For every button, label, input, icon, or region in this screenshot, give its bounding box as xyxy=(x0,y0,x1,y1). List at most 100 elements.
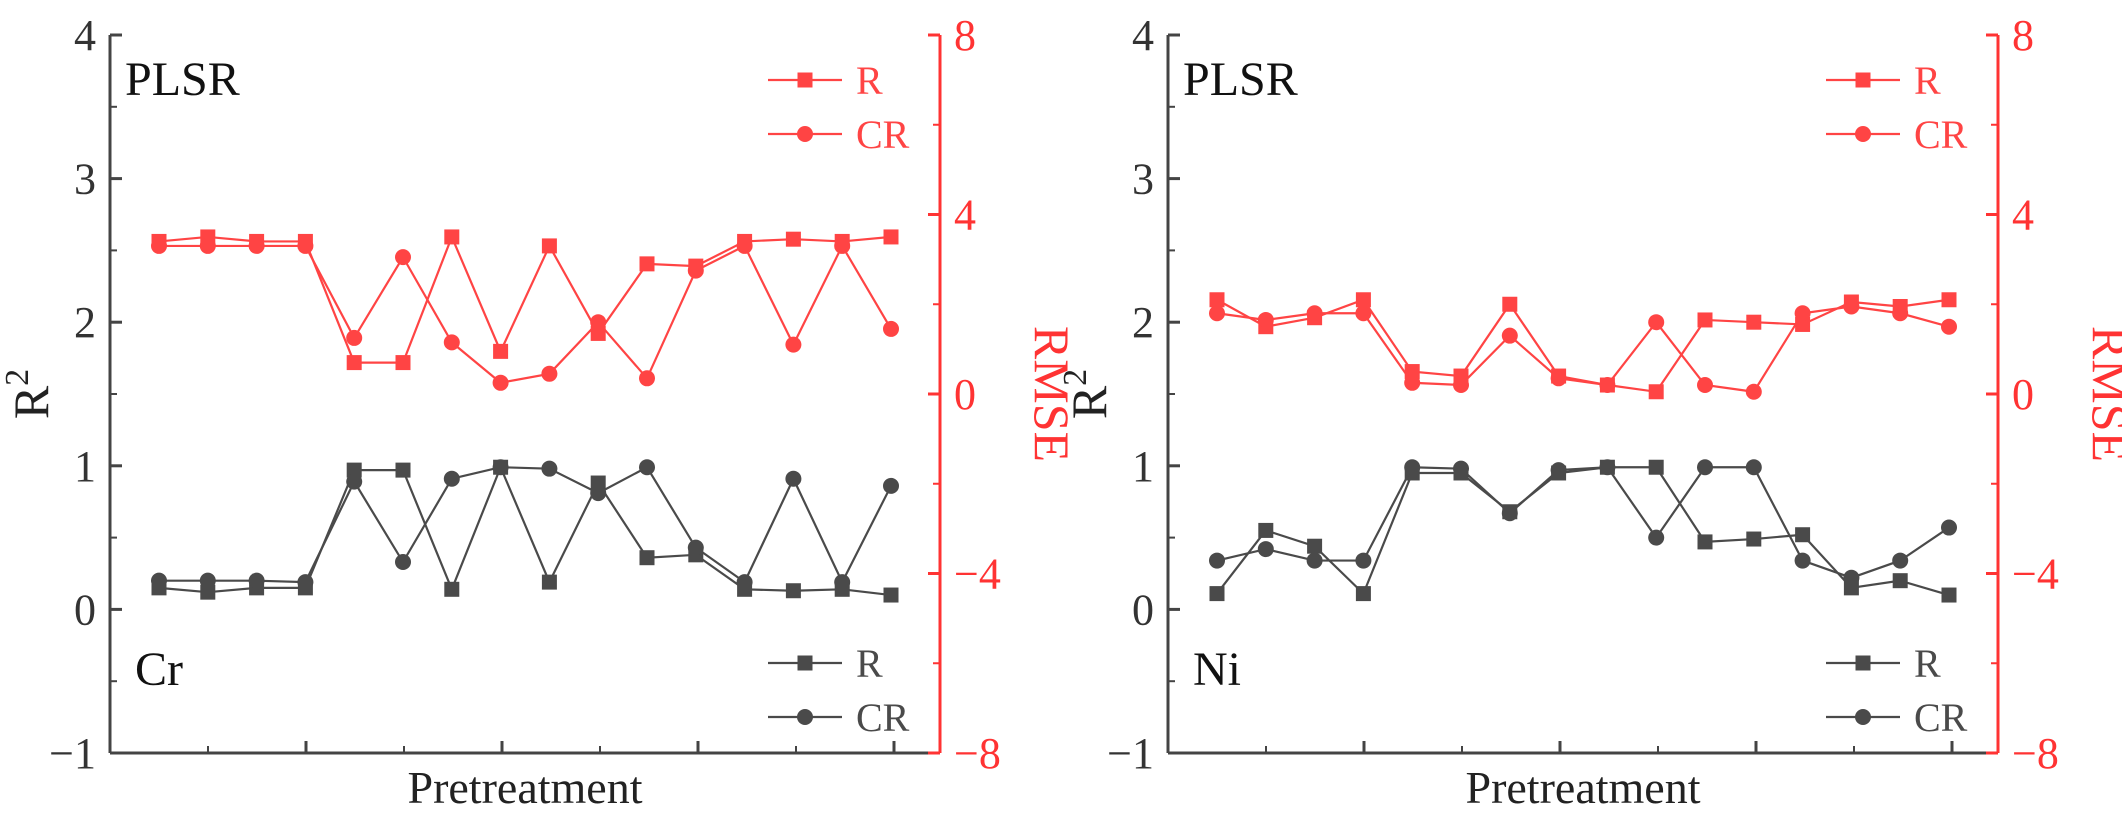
data-point xyxy=(1843,569,1860,586)
data-point xyxy=(1258,522,1274,538)
y-tick-label-left: 4 xyxy=(1132,11,1154,60)
series-cr-black xyxy=(1209,459,1957,586)
panel-title: PLSR xyxy=(1183,53,1298,106)
legend-label: R xyxy=(856,641,883,686)
series-line xyxy=(159,243,892,384)
data-point xyxy=(1502,296,1518,312)
data-point xyxy=(492,374,509,391)
series-line xyxy=(1216,466,1950,579)
y-tick-label-left: 0 xyxy=(74,585,96,634)
data-point xyxy=(1941,292,1957,308)
data-point xyxy=(1648,314,1665,331)
legend-label: CR xyxy=(856,112,910,157)
series-cr-black xyxy=(151,459,899,591)
legend-label: CR xyxy=(856,695,910,740)
data-point xyxy=(1697,377,1713,394)
series-cr-red xyxy=(151,237,899,391)
data-point xyxy=(541,365,558,382)
data-point xyxy=(687,262,704,279)
data-point xyxy=(346,462,362,478)
y-tick-label-left: 3 xyxy=(1132,155,1154,204)
series-r-red xyxy=(151,229,899,371)
data-point xyxy=(1209,552,1225,569)
y-axis-title-left: R2 xyxy=(0,369,59,419)
data-point xyxy=(1404,374,1421,391)
data-point xyxy=(1794,552,1811,569)
series-line xyxy=(159,465,892,585)
legend-label: R xyxy=(1914,641,1941,686)
legend-marker xyxy=(1855,126,1871,142)
y-tick-label-right: −8 xyxy=(2012,729,2059,778)
legend-marker xyxy=(1855,655,1871,671)
data-point xyxy=(1843,298,1860,315)
y-tick-label-right: 0 xyxy=(2012,370,2034,419)
y-tick-label-right: −4 xyxy=(954,550,1001,599)
data-point xyxy=(687,539,704,556)
y-tick-label-left: 3 xyxy=(74,155,96,204)
data-point xyxy=(1599,377,1616,394)
data-point xyxy=(1794,305,1811,322)
data-point xyxy=(346,355,362,371)
series-line xyxy=(1216,305,1950,393)
data-point xyxy=(248,237,265,254)
data-point xyxy=(1257,541,1274,558)
y-tick-label-right: 8 xyxy=(2012,11,2034,60)
data-point xyxy=(1209,305,1225,322)
data-point xyxy=(151,572,167,589)
data-point xyxy=(883,587,899,603)
data-point xyxy=(590,485,607,502)
data-point xyxy=(297,237,314,254)
series-line xyxy=(1216,298,1950,393)
data-point xyxy=(1355,552,1372,569)
data-point xyxy=(1355,305,1372,322)
data-point xyxy=(1745,459,1762,476)
data-point xyxy=(1257,311,1274,328)
data-point xyxy=(1892,305,1909,322)
y-tick-label-left: 2 xyxy=(74,298,96,347)
data-point xyxy=(639,459,655,476)
legend-top: R CR xyxy=(768,58,910,157)
data-point xyxy=(1697,534,1713,550)
legend-marker xyxy=(797,709,813,725)
data-point xyxy=(541,574,557,590)
data-point xyxy=(493,343,509,359)
y-axis-title-right: RMSE xyxy=(2082,326,2122,462)
y-tick-label-left: 0 xyxy=(1132,585,1154,634)
series-cr-red xyxy=(1209,298,1957,400)
data-point xyxy=(1941,587,1957,603)
data-point xyxy=(1648,459,1664,475)
data-point xyxy=(883,320,899,337)
y-tick-label-right: −8 xyxy=(954,729,1001,778)
data-point xyxy=(1697,312,1713,328)
legend-marker xyxy=(1855,72,1871,88)
data-point xyxy=(639,550,655,566)
legend-marker xyxy=(797,72,813,88)
x-axis-title: Pretreatment xyxy=(407,762,642,813)
data-point xyxy=(785,583,801,599)
data-point xyxy=(834,237,851,254)
data-point xyxy=(541,238,557,254)
data-point xyxy=(1697,459,1713,476)
legend-marker xyxy=(797,126,813,142)
legend-bottom: R CR xyxy=(768,641,910,740)
y-tick-label-left: −1 xyxy=(49,729,96,778)
data-point xyxy=(248,572,265,589)
data-point xyxy=(1648,529,1665,546)
data-point xyxy=(492,459,509,476)
legend-label: R xyxy=(1914,58,1941,103)
y-tick-label-right: −4 xyxy=(2012,550,2059,599)
data-point xyxy=(1795,527,1811,543)
y-tick-label-left: 1 xyxy=(74,442,96,491)
data-point xyxy=(1892,573,1908,589)
data-point xyxy=(639,370,655,387)
data-point xyxy=(1306,552,1323,569)
y-tick-label-left: −1 xyxy=(1107,729,1154,778)
data-point xyxy=(1746,314,1762,330)
data-point xyxy=(834,574,851,591)
y-tick-label-left: 1 xyxy=(1132,442,1154,491)
y-axis-title-left-sup: 2 xyxy=(1057,369,1094,386)
data-point xyxy=(1307,538,1323,554)
data-point xyxy=(346,329,363,346)
data-point xyxy=(785,336,802,353)
